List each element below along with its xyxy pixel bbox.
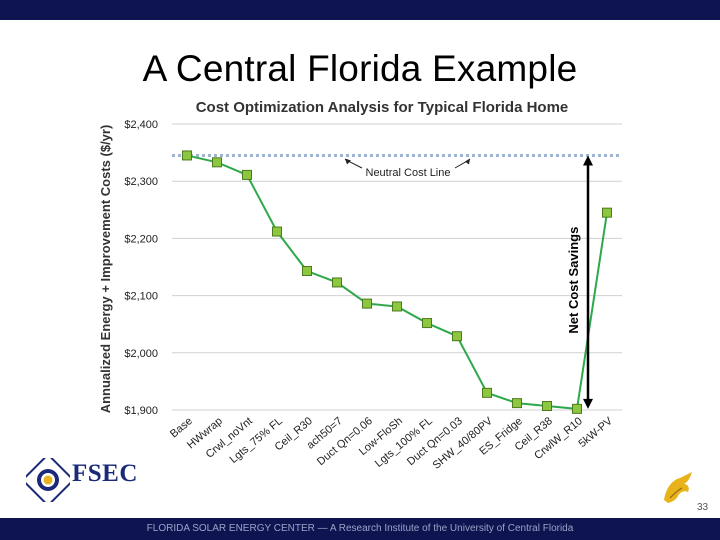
net-savings-arrowhead-top [583, 155, 593, 166]
chart-title: Cost Optimization Analysis for Typical F… [196, 99, 569, 116]
data-point [302, 266, 312, 277]
y-tick-label: $2,400 [124, 119, 158, 131]
ucf-pegasus-icon [664, 472, 692, 503]
data-point [422, 318, 432, 329]
fsec-logo-text: FSEC [72, 460, 138, 487]
page-number: 33 [697, 502, 709, 513]
slide-title: A Central Florida Example [142, 48, 578, 89]
fsec-sun-icon [21, 453, 75, 507]
neutral-cost-arrowhead [465, 158, 470, 165]
data-point [362, 298, 372, 309]
top-bar [0, 0, 720, 20]
series-line [186, 154, 608, 410]
data-point [242, 169, 252, 180]
y-tick-label: $2,100 [124, 291, 158, 303]
net-savings-arrowhead-bottom [583, 398, 593, 409]
y-axis-label: Annualized Energy + Improvement Costs ($… [98, 125, 113, 414]
data-point [602, 207, 612, 218]
data-point [572, 403, 582, 414]
data-point [512, 398, 522, 409]
data-point [392, 301, 402, 312]
footer-bar: FLORIDA SOLAR ENERGY CENTER — A Research… [0, 518, 720, 540]
data-point [332, 277, 342, 288]
y-tick-label: $2,000 [124, 348, 158, 360]
neutral-cost-line-label: Neutral Cost Line [366, 167, 451, 179]
x-category-label: 5kW-PV [576, 415, 615, 450]
data-point [452, 331, 462, 342]
y-tick-label: $2,300 [124, 176, 158, 188]
data-point [182, 150, 192, 161]
y-tick-label: $1,900 [124, 405, 158, 417]
y-tick-label: $2,200 [124, 233, 158, 245]
data-point [482, 387, 492, 398]
neutral-cost-arrowhead [345, 158, 351, 165]
net-savings-label: Net Cost Savings [566, 227, 581, 334]
fsec-logo: FSEC [21, 453, 137, 507]
data-point [542, 400, 552, 411]
data-point [212, 157, 222, 168]
data-point [272, 226, 282, 237]
